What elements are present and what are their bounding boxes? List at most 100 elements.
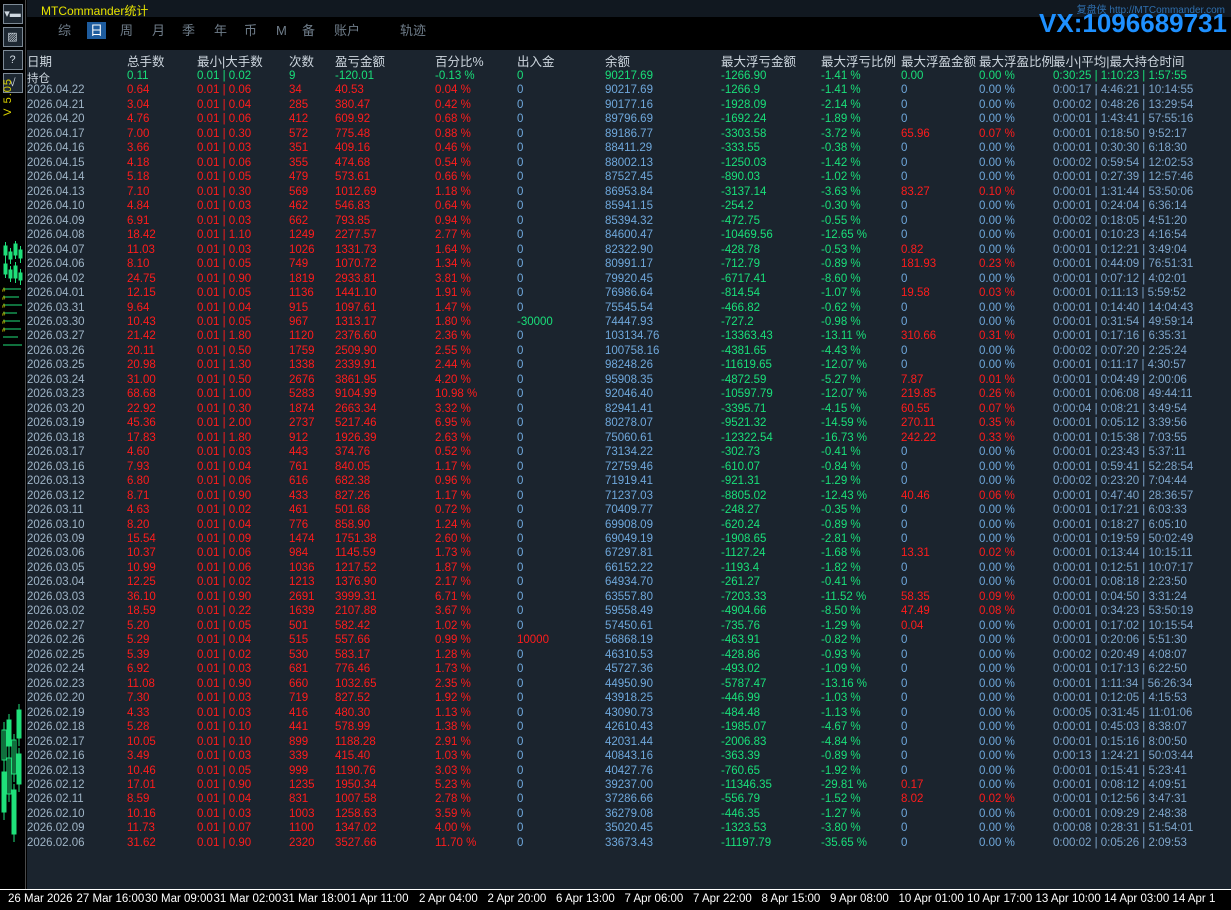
column-header-7[interactable]: 余额 (605, 55, 631, 69)
statistics-table[interactable]: 日期 总手数 最小|大手数 次数 盈亏金额 百分比% 出入金 余额 最大浮亏金额 最大浮亏比例 最大… (27, 50, 1231, 890)
tab-0[interactable]: 综 (55, 22, 74, 39)
tab-9[interactable]: 账户 (331, 22, 363, 39)
cell-balance: 87527.45 (605, 171, 653, 184)
table-row[interactable]: 2026.04.15 4.18 0.01 | 0.06 355 474.68 0.54 %… (27, 157, 1231, 171)
cell-minmax: 0.01 | 0.03 (197, 663, 252, 676)
time-tick-3: 31 Mar 02:00 (213, 893, 282, 905)
table-row[interactable]: 2026.04.07 11.03 0.01 | 0.03 1026 1331.73 1.6… (27, 244, 1231, 258)
table-row[interactable]: 2026.03.11 4.63 0.01 | 0.02 461 501.68 0.72 %… (27, 504, 1231, 518)
cell-minmax: 0.01 | 0.06 (197, 84, 252, 97)
cell-pct: 6.95 % (435, 417, 471, 430)
table-row[interactable]: 2026.02.24 6.92 0.01 | 0.03 681 776.46 1.73 %… (27, 663, 1231, 677)
table-row[interactable]: 2026.02.27 5.20 0.01 | 0.05 501 582.42 1.02 %… (27, 620, 1231, 634)
column-header-6[interactable]: 出入金 (517, 55, 555, 69)
table-row[interactable]: 2026.02.26 5.29 0.01 | 0.04 515 557.66 0.99 %… (27, 634, 1231, 648)
column-header-4[interactable]: 盈亏金额 (335, 55, 386, 69)
help-button[interactable]: ? (2, 50, 23, 70)
tab-4[interactable]: 季 (179, 22, 198, 39)
table-row[interactable]: 2026.03.16 7.93 0.01 | 0.04 761 840.05 1.17 %… (27, 461, 1231, 475)
minimize-button[interactable]: ▾▬ (2, 4, 23, 24)
summary-row[interactable]: 持仓 0.11 0.01 | 0.02 9 -120.01 -0.13 % 0 90217.6… (27, 70, 1231, 85)
table-row[interactable]: 2026.02.18 5.28 0.01 | 0.10 441 578.99 1.38 %… (27, 721, 1231, 735)
table-row[interactable]: 2026.04.21 3.04 0.01 | 0.04 285 380.47 0.42 %… (27, 99, 1231, 113)
table-row[interactable]: 2026.03.17 4.60 0.01 | 0.03 443 374.76 0.52 %… (27, 446, 1231, 460)
cell-deposit: 0 (517, 301, 524, 314)
table-row[interactable]: 2026.04.17 7.00 0.01 | 0.30 572 775.48 0.88 %… (27, 128, 1231, 142)
table-row[interactable]: 2026.02.25 5.39 0.01 | 0.02 530 583.17 1.28 %… (27, 649, 1231, 663)
table-row[interactable]: 2026.03.12 8.71 0.01 | 0.90 433 827.26 1.17 %… (27, 490, 1231, 504)
table-row[interactable]: 2026.02.09 11.73 0.01 | 0.07 1100 1347.02 4.0… (27, 822, 1231, 836)
table-row[interactable]: 2026.04.01 12.15 0.01 | 0.05 1136 1441.10 1.9… (27, 287, 1231, 301)
table-row[interactable]: 2026.02.13 10.46 0.01 | 0.05 999 1190.76 3.03… (27, 765, 1231, 779)
table-row[interactable]: 2026.04.14 5.18 0.01 | 0.05 479 573.61 0.66 %… (27, 171, 1231, 185)
table-row[interactable]: 2026.04.13 7.10 0.01 | 0.30 569 1012.69 1.18 … (27, 186, 1231, 200)
check-button[interactable]: √ (2, 73, 23, 93)
column-header-11[interactable]: 最大浮盈比例 (979, 55, 1055, 69)
tab-7[interactable]: M (273, 22, 290, 39)
tab-1[interactable]: 日 (87, 22, 107, 39)
table-row[interactable]: 2026.04.02 24.75 0.01 | 0.90 1819 2933.81 3.8… (27, 273, 1231, 287)
table-row[interactable]: 2026.04.09 6.91 0.01 | 0.03 662 793.85 0.94 %… (27, 215, 1231, 229)
tab-2[interactable]: 周 (117, 22, 136, 39)
chart-tool-button[interactable]: ▨ (2, 27, 23, 47)
column-header-10[interactable]: 最大浮盈金额 (901, 55, 977, 69)
cell-max_fp_pct: 0.07 % (979, 402, 1015, 415)
table-row[interactable]: 2026.03.19 45.36 0.01 | 2.00 2737 5217.46 6.9… (27, 417, 1231, 431)
table-row[interactable]: 2026.03.13 6.80 0.01 | 0.06 616 682.38 0.96 %… (27, 475, 1231, 489)
table-row[interactable]: 2026.03.30 10.43 0.01 | 0.05 967 1313.17 1.80… (27, 316, 1231, 330)
table-row[interactable]: 2026.04.10 4.84 0.01 | 0.03 462 546.83 0.64 %… (27, 200, 1231, 214)
table-row[interactable]: 2026.04.06 8.10 0.01 | 0.05 749 1070.72 1.34 … (27, 258, 1231, 272)
table-row[interactable]: 2026.03.18 17.83 0.01 | 1.80 912 1926.39 2.63… (27, 432, 1231, 446)
cell-max_dd_pct: -0.30 % (821, 200, 861, 213)
chart-tool-icon: ▨ (7, 30, 18, 43)
cell-count: 339 (289, 750, 309, 763)
column-header-5[interactable]: 百分比% (435, 55, 484, 69)
table-row[interactable]: 2026.02.20 7.30 0.01 | 0.03 719 827.52 1.92 %… (27, 692, 1231, 706)
table-row[interactable]: 2026.04.20 4.76 0.01 | 0.06 412 609.92 0.68 %… (27, 113, 1231, 127)
column-header-8[interactable]: 最大浮亏金额 (721, 55, 797, 69)
table-row[interactable]: 2026.03.09 15.54 0.01 | 0.09 1474 1751.38 2.6… (27, 533, 1231, 547)
table-row[interactable]: 2026.03.25 20.98 0.01 | 1.30 1338 2339.91 2.4… (27, 359, 1231, 373)
column-header-0[interactable]: 日期 (27, 55, 53, 69)
tab-5[interactable]: 年 (211, 22, 230, 39)
tab-6[interactable]: 币 (241, 22, 260, 39)
table-row[interactable]: 2026.02.17 10.05 0.01 | 0.10 899 1188.28 2.91… (27, 736, 1231, 750)
table-row[interactable]: 2026.03.23 68.68 0.01 | 1.00 5283 9104.99 10.… (27, 388, 1231, 402)
table-row[interactable]: 2026.04.08 18.42 0.01 | 1.10 1249 2277.57 2.7… (27, 229, 1231, 243)
tab-10[interactable]: 轨迹 (397, 22, 429, 39)
table-row[interactable]: 2026.04.22 0.64 0.01 | 0.06 34 40.53 0.04 % 0 9… (27, 84, 1231, 98)
table-row[interactable]: 2026.03.04 12.25 0.01 | 0.02 1213 1376.90 2.1… (27, 576, 1231, 590)
table-row[interactable]: 2026.03.10 8.20 0.01 | 0.04 776 858.90 1.24 %… (27, 519, 1231, 533)
table-row[interactable]: 2026.02.10 10.16 0.01 | 0.03 1003 1258.63 3.5… (27, 808, 1231, 822)
column-header-2[interactable]: 最小|大手数 (197, 55, 263, 69)
table-row[interactable]: 2026.03.26 20.11 0.01 | 0.50 1759 2509.90 2.5… (27, 345, 1231, 359)
table-row[interactable]: 2026.03.27 21.42 0.01 | 1.80 1120 2376.60 2.3… (27, 330, 1231, 344)
cell-max_dd_amt: -13363.43 (721, 330, 773, 343)
cell-max_fp_pct: 0.35 % (979, 417, 1015, 430)
table-row[interactable]: 2026.02.12 17.01 0.01 | 0.90 1235 1950.34 5.2… (27, 779, 1231, 793)
tab-8[interactable]: 备 (299, 22, 318, 39)
table-row[interactable]: 2026.02.11 8.59 0.01 | 0.04 831 1007.58 2.78 … (27, 793, 1231, 807)
table-row[interactable]: 2026.03.24 31.00 0.01 | 0.50 2676 3861.95 4.2… (27, 374, 1231, 388)
table-row[interactable]: 2026.03.02 18.59 0.01 | 0.22 1639 2107.88 3.6… (27, 605, 1231, 619)
table-row[interactable]: 2026.02.23 11.08 0.01 | 0.90 660 1032.65 2.35… (27, 678, 1231, 692)
table-row[interactable]: 2026.02.06 31.62 0.01 | 0.90 2320 3527.66 11.… (27, 837, 1231, 851)
table-row[interactable]: 2026.03.20 22.92 0.01 | 0.30 1874 2663.34 3.3… (27, 403, 1231, 417)
cell-lots: 10.37 (127, 547, 156, 560)
table-row[interactable]: 2026.02.16 3.49 0.01 | 0.03 339 415.40 1.03 %… (27, 750, 1231, 764)
cell-deposit: 0 (517, 764, 524, 777)
cell-deposit: 0 (517, 417, 524, 430)
table-row[interactable]: 2026.03.31 9.64 0.01 | 0.04 915 1097.61 1.47 … (27, 302, 1231, 316)
column-header-12[interactable]: 最小|平均|最大持仓时间 (1053, 55, 1185, 69)
cell-pnl: 557.66 (335, 634, 371, 647)
column-header-3[interactable]: 次数 (289, 55, 315, 69)
cell-pct: 0.88 % (435, 127, 471, 140)
column-header-9[interactable]: 最大浮亏比例 (821, 55, 897, 69)
column-header-1[interactable]: 总手数 (127, 55, 165, 69)
table-row[interactable]: 2026.04.16 3.66 0.01 | 0.03 351 409.16 0.46 %… (27, 142, 1231, 156)
table-row[interactable]: 2026.03.06 10.37 0.01 | 0.06 984 1145.59 1.73… (27, 547, 1231, 561)
tab-3[interactable]: 月 (149, 22, 168, 39)
table-row[interactable]: 2026.03.05 10.99 0.01 | 0.06 1036 1217.52 1.8… (27, 562, 1231, 576)
table-row[interactable]: 2026.03.03 36.10 0.01 | 0.90 2691 3999.31 6.7… (27, 591, 1231, 605)
table-row[interactable]: 2026.02.19 4.33 0.01 | 0.03 416 480.30 1.13 %… (27, 707, 1231, 721)
